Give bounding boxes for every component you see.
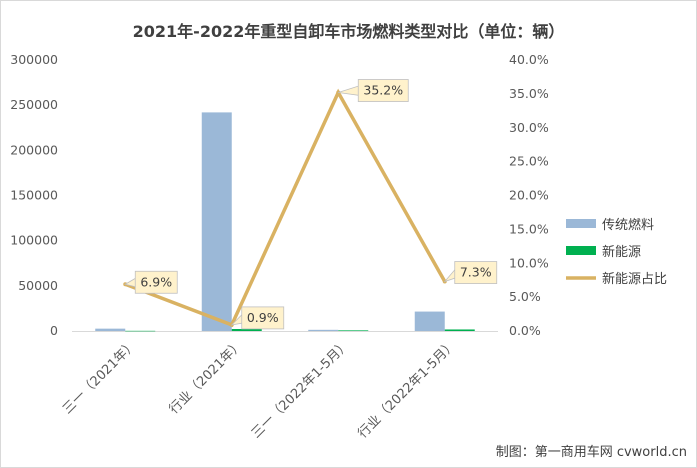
x-category-label: 三一（2021年）	[60, 337, 140, 417]
x-category-label: 行业（2021年）	[167, 337, 247, 417]
y-left-tick-label: 150000	[10, 188, 58, 203]
y-right-tick-label: 5.0%	[509, 289, 541, 304]
y-right-tick-label: 35.0%	[509, 86, 549, 101]
y-right-tick-label: 20.0%	[509, 188, 549, 203]
callout-box	[241, 306, 285, 330]
bar-new-energy	[125, 330, 156, 332]
bar-new-energy	[338, 330, 369, 331]
y-right-tick-label: 10.0%	[509, 255, 549, 270]
legend-swatch	[566, 246, 596, 255]
y-left-tick-label: 50000	[18, 278, 58, 293]
y-right-tick-label: 30.0%	[509, 120, 549, 135]
legend-label: 新能源占比	[602, 271, 667, 287]
bar-traditional	[95, 328, 126, 331]
data-label: 0.9%	[247, 310, 279, 325]
y-left-tick-label: 250000	[10, 97, 58, 112]
bar-traditional	[308, 329, 339, 331]
y-right-tick-label: 25.0%	[509, 154, 549, 169]
data-label: 7.3%	[460, 265, 492, 280]
y-left-tick-label: 300000	[10, 52, 58, 67]
y-right-tick-label: 0.0%	[509, 323, 541, 338]
bar-traditional	[414, 311, 445, 331]
callout-pointer	[338, 84, 361, 96]
y-left-tick-label: 0	[50, 323, 58, 338]
y-right-tick-label: 15.0%	[509, 221, 549, 236]
data-label: 6.9%	[140, 274, 172, 289]
y-right-tick-label: 40.0%	[509, 52, 549, 67]
credit-text: 制图：第一商用车网 cvworld.cn	[495, 445, 687, 460]
bar-new-energy	[444, 329, 475, 331]
bar-traditional	[201, 112, 232, 331]
y-left-tick-label: 100000	[10, 233, 58, 248]
callout-box	[357, 79, 409, 102]
legend-label: 新能源	[602, 244, 641, 260]
line-new-energy-share	[124, 88, 447, 328]
y-left-tick-label: 200000	[10, 142, 58, 157]
data-label: 35.2%	[363, 83, 403, 98]
x-category-label: 行业（2022年1-5月）	[355, 337, 459, 441]
callout-box	[454, 261, 498, 284]
legend-swatch	[566, 219, 596, 228]
chart-title: 2021年-2022年重型自卸车市场燃料类型对比（单位：辆）	[132, 22, 565, 41]
callout-box	[134, 270, 178, 294]
legend-label: 传统燃料	[602, 217, 654, 233]
x-category-label: 三一（2022年1-5月）	[249, 337, 353, 441]
bar-new-energy	[231, 329, 262, 331]
